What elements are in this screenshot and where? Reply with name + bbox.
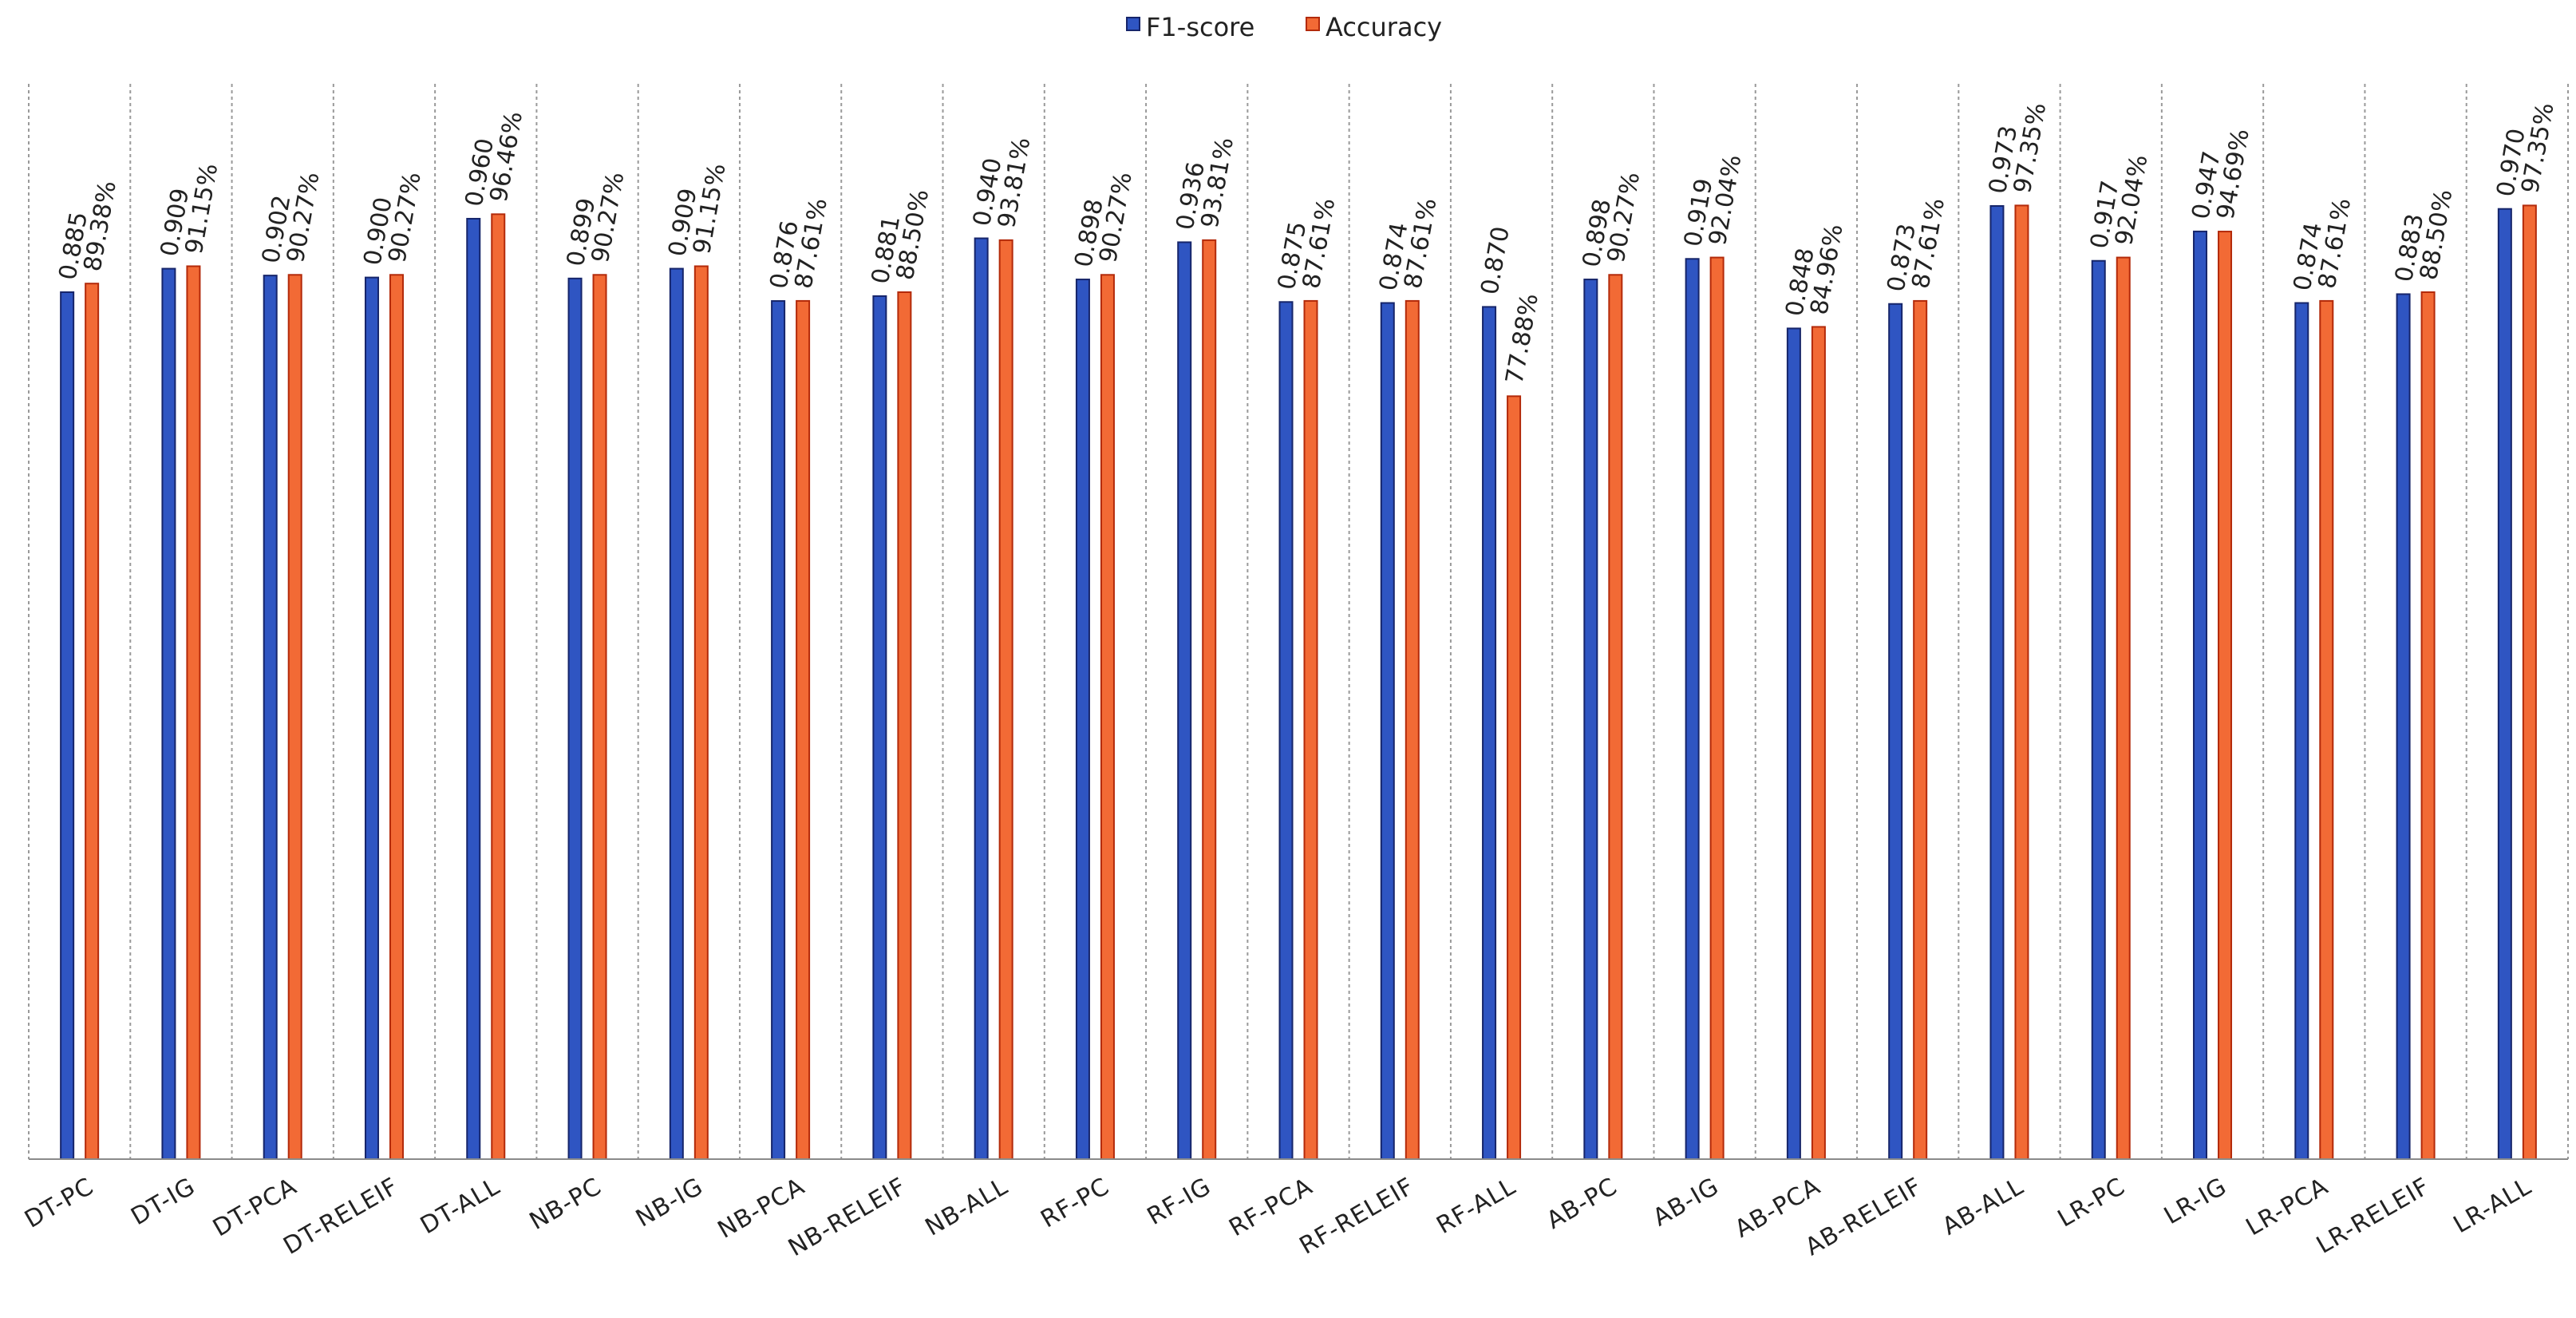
bar-accuracy-dt-ig [186, 265, 201, 1161]
bar-f1-score-rf-ig [1177, 241, 1192, 1160]
x-tick-label-lr-ig: LR-IG [2159, 1173, 2231, 1230]
bar-f1-score-ab-pca [1786, 327, 1801, 1160]
x-tick-label-dt-releif: DT-RELEIF [279, 1173, 403, 1261]
bar-f1-score-dt-pc [60, 291, 75, 1160]
bar-accuracy-lr-ig [2218, 231, 2233, 1160]
legend-label-f1-score: F1-score [1146, 12, 1254, 42]
bar-f1-score-rf-pca [1278, 301, 1294, 1160]
x-tick-label-rf-pc: RF-PC [1036, 1173, 1114, 1234]
x-tick-label-ab-ig: AB-IG [1649, 1173, 1725, 1233]
bar-accuracy-lr-pc [2116, 256, 2131, 1160]
x-tick-label-ab-all: AB-ALL [1938, 1173, 2029, 1241]
bar-accuracy-dt-pc [85, 283, 100, 1160]
x-tick-label-dt-pc: DT-PC [20, 1173, 99, 1234]
bar-accuracy-nb-pca [796, 299, 811, 1160]
bar-f1-score-lr-ig [2193, 230, 2208, 1160]
bar-f1-score-ab-all [1989, 205, 2005, 1160]
x-tick-label-dt-ig: DT-IG [126, 1173, 200, 1232]
bar-f1-score-ab-pc [1583, 279, 1598, 1160]
bar-f1-score-rf-all [1482, 306, 1497, 1161]
x-tick-label-dt-all: DT-ALL [416, 1173, 505, 1241]
bar-f1-score-lr-pc [2091, 259, 2106, 1161]
bar-accuracy-rf-releif [1405, 299, 1420, 1160]
bar-accuracy-dt-pca [287, 274, 302, 1160]
data-label-accuracy-rf-all: 77.88% [1500, 291, 1543, 386]
bar-f1-score-rf-pc [1075, 279, 1090, 1160]
bar-f1-score-ab-ig [1685, 258, 1700, 1160]
x-tick-label-rf-releif: RF-RELEIF [1295, 1173, 1420, 1261]
legend: F1-score Accuracy [1126, 12, 1442, 42]
bar-f1-score-dt-releif [364, 276, 379, 1160]
bar-accuracy-ab-ig [1709, 256, 1725, 1160]
legend-swatch-accuracy [1306, 17, 1320, 31]
bar-accuracy-nb-pc [592, 274, 607, 1160]
bar-accuracy-rf-pc [1100, 274, 1115, 1160]
x-tick-label-ab-releif: AB-RELEIF [1800, 1173, 1926, 1262]
bar-accuracy-lr-all [2522, 204, 2537, 1160]
x-tick-label-nb-pc: NB-PC [525, 1173, 606, 1236]
bar-accuracy-rf-all [1507, 395, 1522, 1160]
x-tick-label-lr-pc: LR-PC [2053, 1173, 2130, 1233]
bar-f1-score-nb-releif [872, 295, 887, 1161]
bar-f1-score-rf-releif [1380, 302, 1395, 1160]
bar-accuracy-ab-releif [1913, 299, 1928, 1160]
gridlines [28, 84, 2569, 1159]
bar-f1-score-nb-ig [669, 267, 684, 1160]
bar-accuracy-lr-releif [2420, 291, 2436, 1160]
bar-f1-score-lr-pca [2294, 302, 2309, 1160]
bar-accuracy-ab-pc [1608, 274, 1623, 1160]
bars [60, 204, 2537, 1161]
bar-accuracy-ab-all [2014, 204, 2029, 1160]
x-tick-label-ab-pc: AB-PC [1542, 1173, 1622, 1235]
bar-accuracy-nb-all [998, 239, 1013, 1161]
bar-f1-score-ab-releif [1888, 303, 1903, 1160]
x-tick-label-rf-ig: RF-IG [1143, 1173, 1216, 1231]
bar-f1-score-dt-ig [161, 267, 176, 1160]
x-tick-label-lr-all: LR-ALL [2449, 1173, 2537, 1240]
bar-accuracy-lr-pca [2319, 299, 2334, 1160]
bar-f1-score-nb-pc [567, 277, 583, 1161]
bar-f1-score-nb-all [974, 237, 989, 1161]
bar-accuracy-dt-releif [389, 274, 404, 1160]
x-tick-label-rf-all: RF-ALL [1432, 1173, 1520, 1240]
bar-accuracy-rf-ig [1202, 239, 1217, 1161]
bar-accuracy-rf-pca [1303, 299, 1318, 1160]
bar-f1-score-dt-all [466, 217, 481, 1161]
data-label-f1-score-rf-all: 0.870 [1476, 224, 1515, 297]
bar-accuracy-nb-ig [693, 265, 709, 1161]
bar-f1-score-lr-all [2497, 208, 2512, 1160]
bar-accuracy-nb-releif [897, 291, 912, 1160]
bar-f1-score-nb-pca [771, 300, 786, 1160]
x-tick-label-lr-releif: LR-RELEIF [2312, 1173, 2435, 1260]
legend-swatch-f1-score [1126, 17, 1140, 31]
x-tick-label-nb-ig: NB-IG [631, 1173, 708, 1233]
bar-accuracy-ab-pca [1811, 326, 1826, 1161]
x-tick-label-nb-all: NB-ALL [921, 1173, 1013, 1242]
bar-accuracy-dt-all [491, 213, 506, 1160]
bar-f1-score-lr-releif [2396, 293, 2411, 1160]
bar-f1-score-dt-pca [263, 275, 278, 1160]
legend-label-accuracy: Accuracy [1326, 12, 1442, 42]
